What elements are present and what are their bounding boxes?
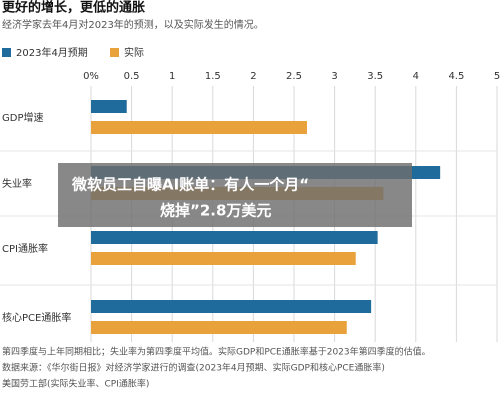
headline-banner bbox=[58, 163, 412, 227]
bar bbox=[91, 321, 347, 334]
footnote: 数据来源：《华尔街日报》对经济学家进行的调查(2023年4月预期、实际GDP和核… bbox=[2, 362, 385, 374]
category-label: GDP增速 bbox=[2, 111, 43, 124]
overlay: 微软员工自曝AI账单：有人一个月“ 烧掉”2.8万美元 bbox=[58, 163, 412, 227]
legend-label: 实际 bbox=[124, 46, 144, 59]
x-tick-label: 1.5 bbox=[205, 71, 221, 82]
footnote: 第四季度与上年同期相比；失业率为第四季度平均值。实际GDP和PCE通胀率基于20… bbox=[2, 346, 431, 358]
x-tick-label: 0.5 bbox=[124, 71, 140, 82]
x-tick-label: 1 bbox=[169, 71, 175, 82]
x-tick-label: 3.5 bbox=[367, 71, 383, 82]
legend-swatch bbox=[2, 48, 11, 57]
chart-title: 更好的增长，更低的通胀 bbox=[2, 0, 145, 16]
legend-label: 2023年4月预期 bbox=[16, 46, 88, 59]
category-label: 核心PCE通胀率 bbox=[2, 311, 71, 324]
x-tick-label: 2 bbox=[250, 71, 256, 82]
category-label: CPI通胀率 bbox=[2, 242, 48, 255]
bar bbox=[91, 300, 372, 313]
bar bbox=[91, 100, 127, 113]
x-tick-label: 3 bbox=[331, 71, 337, 82]
x-tick-label: 4.5 bbox=[448, 71, 464, 82]
footnote: 美国劳工部(实际失业率、CPI通胀率) bbox=[2, 378, 149, 390]
bar bbox=[91, 231, 378, 244]
category-label: 失业率 bbox=[2, 177, 32, 190]
headline: 烧掉”2.8万美元 bbox=[160, 202, 271, 220]
headline: 微软员工自曝AI账单：有人一个月“ bbox=[71, 176, 309, 194]
bar bbox=[91, 121, 307, 134]
x-tick-label: 4 bbox=[413, 71, 419, 82]
bar bbox=[91, 252, 356, 265]
chart-subtitle: 经济学家去年4月对2023年的预测，以及实际发生的情况。 bbox=[2, 18, 264, 31]
x-tick-label: 5 bbox=[494, 71, 500, 82]
legend-swatch bbox=[110, 48, 119, 57]
x-tick-label: 2.5 bbox=[286, 71, 302, 82]
x-tick-label: 0% bbox=[83, 71, 99, 82]
